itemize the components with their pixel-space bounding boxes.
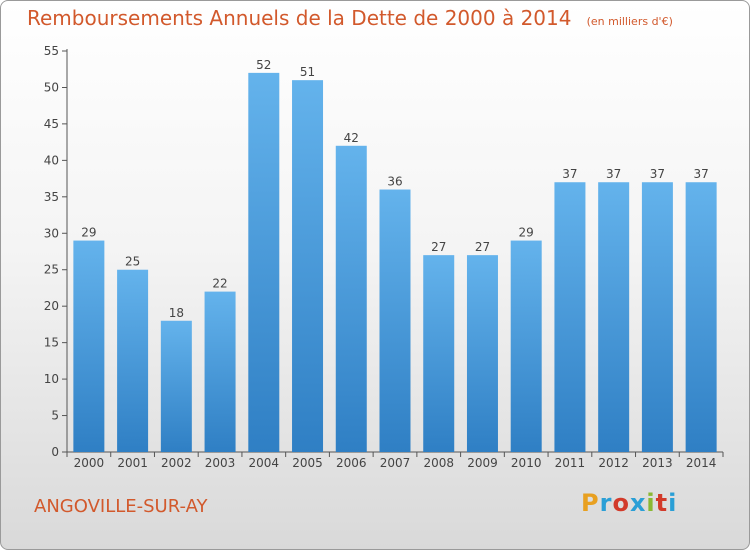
data-label: 37 <box>650 167 665 181</box>
x-tick-label: 2007 <box>380 456 411 470</box>
data-label: 37 <box>606 167 621 181</box>
bar <box>73 240 105 452</box>
y-tick-label: 10 <box>44 372 59 386</box>
y-tick-label: 45 <box>44 117 59 131</box>
data-label: 27 <box>431 240 446 254</box>
data-label: 27 <box>475 240 490 254</box>
y-tick-label: 0 <box>51 445 59 459</box>
bar <box>335 145 367 453</box>
bar <box>554 182 586 452</box>
x-tick-label: 2014 <box>686 456 717 470</box>
logo-letter: x <box>629 489 647 517</box>
data-label: 42 <box>344 131 359 145</box>
logo-letter: i <box>646 489 656 517</box>
x-tick-label: 2000 <box>74 456 105 470</box>
data-label: 51 <box>300 65 315 79</box>
logo-letter: r <box>599 489 613 517</box>
y-tick-label: 5 <box>51 409 59 423</box>
x-tick-label: 2004 <box>249 456 280 470</box>
y-tick-label: 35 <box>44 190 59 204</box>
data-label: 52 <box>256 58 271 72</box>
x-tick-label: 2006 <box>336 456 367 470</box>
bar <box>248 72 280 452</box>
x-tick-label: 2011 <box>555 456 586 470</box>
chart-subtitle: (en milliers d'€) <box>586 15 673 28</box>
x-tick-label: 2009 <box>467 456 498 470</box>
data-label: 36 <box>387 175 402 189</box>
logo-letter: i <box>668 489 678 517</box>
logo-letter: o <box>612 489 630 517</box>
logo-letter: t <box>655 489 669 517</box>
y-tick-label: 20 <box>44 299 59 313</box>
bar <box>685 182 717 452</box>
chart-title-row: Remboursements Annuels de la Dette de 20… <box>27 6 673 30</box>
x-tick-label: 2001 <box>117 456 148 470</box>
x-tick-label: 2013 <box>642 456 673 470</box>
bar <box>598 182 630 452</box>
x-tick-label: 2010 <box>511 456 542 470</box>
bar <box>379 189 411 452</box>
bar <box>117 269 149 452</box>
logo-letter: P <box>581 489 600 517</box>
bar <box>204 291 236 452</box>
y-tick-label: 40 <box>44 153 59 167</box>
data-label: 25 <box>125 255 140 269</box>
bar <box>160 320 192 452</box>
bar <box>641 182 673 452</box>
data-label: 29 <box>81 226 96 240</box>
data-label: 37 <box>693 167 708 181</box>
x-tick-label: 2005 <box>292 456 323 470</box>
y-tick-label: 30 <box>44 226 59 240</box>
x-tick-label: 2008 <box>423 456 454 470</box>
x-tick-label: 2002 <box>161 456 192 470</box>
data-label: 18 <box>169 306 184 320</box>
proxiti-logo: Proxiti <box>581 489 677 517</box>
data-label: 22 <box>212 277 227 291</box>
x-tick-label: 2003 <box>205 456 236 470</box>
bar <box>466 255 498 452</box>
bar <box>292 80 324 452</box>
bar <box>510 240 542 452</box>
y-tick-label: 50 <box>44 80 59 94</box>
commune-name: ANGOVILLE-SUR-AY <box>34 496 208 517</box>
y-tick-label: 15 <box>44 336 59 350</box>
y-tick-label: 25 <box>44 263 59 277</box>
chart-title: Remboursements Annuels de la Dette de 20… <box>27 6 572 30</box>
data-label: 37 <box>562 167 577 181</box>
bar <box>423 255 455 452</box>
x-tick-label: 2012 <box>598 456 629 470</box>
y-tick-label: 55 <box>44 44 59 58</box>
data-label: 29 <box>519 226 534 240</box>
